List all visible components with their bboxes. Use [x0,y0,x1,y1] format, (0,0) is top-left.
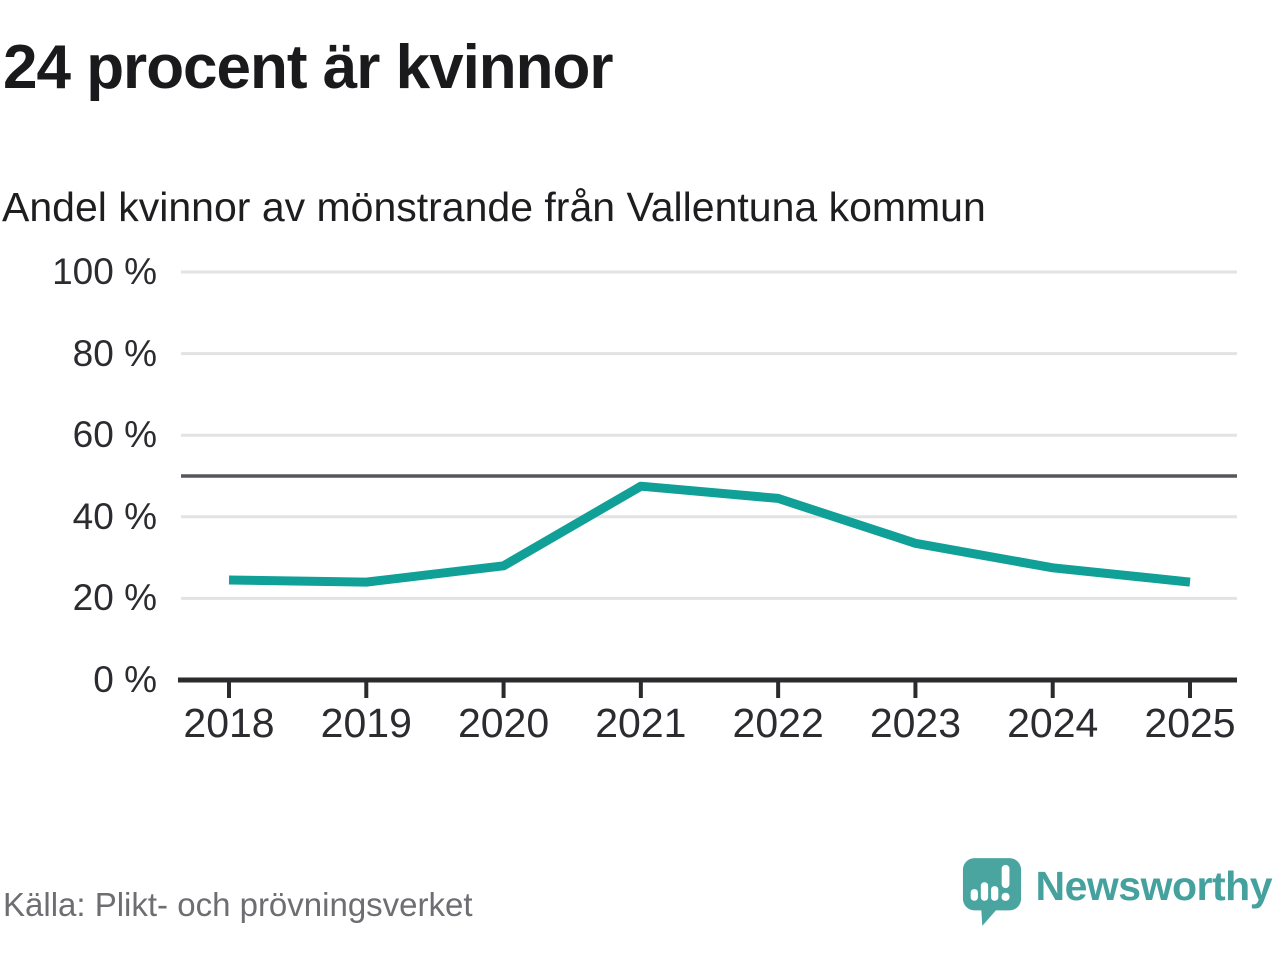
logo-bar-tall [980,882,988,901]
data-line [228,481,1191,587]
chart-title: 24 procent är kvinnor [3,33,614,102]
x-tick-label: 2023 [869,700,962,746]
brand-wordmark: Newsworthy [1035,862,1273,909]
y-tick-label: 0 % [93,659,157,700]
brand-logo: Newsworthy [961,856,1273,926]
x-tick-label: 2019 [320,700,412,746]
chart-subtitle: Andel kvinnor av mönstrande från Vallent… [2,184,986,230]
x-tick-label: 2025 [1144,700,1236,746]
x-tick-label: 2024 [1007,700,1099,746]
y-tick-label: 100 % [52,251,157,292]
y-tick-label: 80 % [72,332,157,374]
logo-exclamation-dot [1000,892,1010,901]
logo-exclamation-bar [1001,864,1009,889]
x-tick-label: 2021 [595,700,687,746]
newsworthy-logo-icon [962,858,1021,926]
y-tick-label: 40 % [72,495,157,537]
source-note: Källa: Plikt- och prövningsverket [3,886,473,923]
logo-bar-medium [990,886,998,901]
x-tick-label: 2018 [183,700,275,746]
logo-bar-small [970,889,978,901]
x-tick-label: 2022 [732,700,824,746]
y-tick-label: 20 % [72,577,157,619]
y-tick-label: 60 % [72,414,157,456]
x-tick-label: 2020 [457,700,550,746]
